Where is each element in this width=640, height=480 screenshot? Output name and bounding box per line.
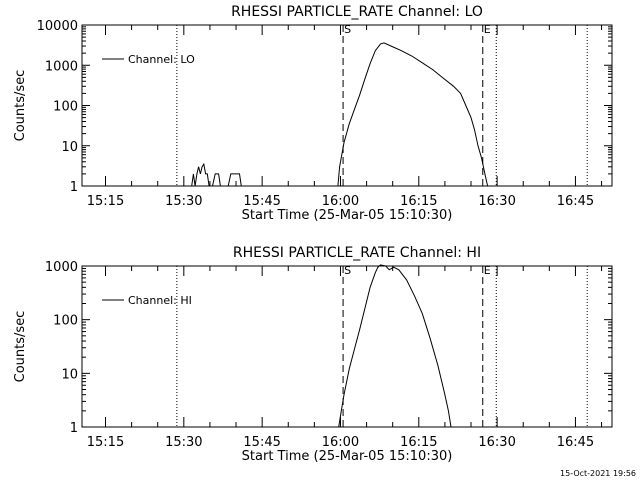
plot-frame (81, 24, 613, 187)
y-tick-label: 1000 (45, 59, 78, 74)
x-tick-label: 15:45 (243, 435, 280, 450)
x-axis-label: Start Time (25-Mar-05 15:10:30) (242, 449, 453, 464)
y-tick-label: 100 (53, 100, 78, 115)
plot-frame (81, 265, 613, 428)
x-tick-label: 15:45 (243, 194, 280, 209)
y-tick-label: 10000 (37, 19, 78, 34)
y-axis-label: Counts/sec (13, 70, 28, 142)
x-tick-label: 16:30 (478, 194, 515, 209)
x-tick-label: 16:45 (557, 435, 594, 450)
chart-title: RHESSI PARTICLE_RATE Channel: HI (233, 245, 481, 261)
x-tick-label: 16:15 (400, 435, 437, 450)
interval-s-label: S (344, 264, 351, 277)
footer-timestamp: 15-Oct-2021 19:56 (560, 469, 636, 478)
x-tick-label: 16:30 (478, 435, 515, 450)
legend-label: Channel: HI (128, 294, 192, 307)
chart-title: RHESSI PARTICLE_RATE Channel: LO (231, 4, 483, 20)
series-line-segment (227, 173, 242, 187)
series-line-segment (338, 264, 452, 428)
chart-panel-1: RHESSI PARTICLE_RATE Channel: LO Counts/s… (13, 4, 613, 223)
x-tick-label: 15:15 (87, 435, 124, 450)
chart-panel-2: RHESSI PARTICLE_RATE Channel: HI Counts/s… (13, 245, 613, 464)
y-tick-label: 100 (53, 314, 78, 329)
y-tick-label: 1 (70, 180, 78, 195)
x-axis-label: Start Time (25-Mar-05 15:10:30) (242, 208, 453, 223)
y-tick-label: 10 (61, 140, 78, 155)
series-line-segment (191, 162, 210, 187)
legend-label: Channel: LO (128, 53, 195, 66)
series-line-segment (337, 42, 489, 187)
series-line-segment (212, 173, 221, 187)
x-tick-label: 16:00 (322, 194, 359, 209)
x-tick-label: 16:00 (322, 435, 359, 450)
interval-e-label: E (484, 264, 491, 277)
x-tick-label: 15:30 (165, 194, 202, 209)
interval-e-label: E (484, 23, 491, 36)
x-tick-label: 16:45 (557, 194, 594, 209)
y-tick-label: 1 (70, 421, 78, 436)
interval-s-label: S (344, 23, 351, 36)
y-tick-label: 1000 (45, 260, 78, 275)
y-axis-label: Counts/sec (13, 311, 28, 383)
x-tick-label: 16:15 (400, 194, 437, 209)
x-tick-label: 15:30 (165, 435, 202, 450)
y-tick-label: 10 (61, 367, 78, 382)
x-tick-label: 15:15 (87, 194, 124, 209)
